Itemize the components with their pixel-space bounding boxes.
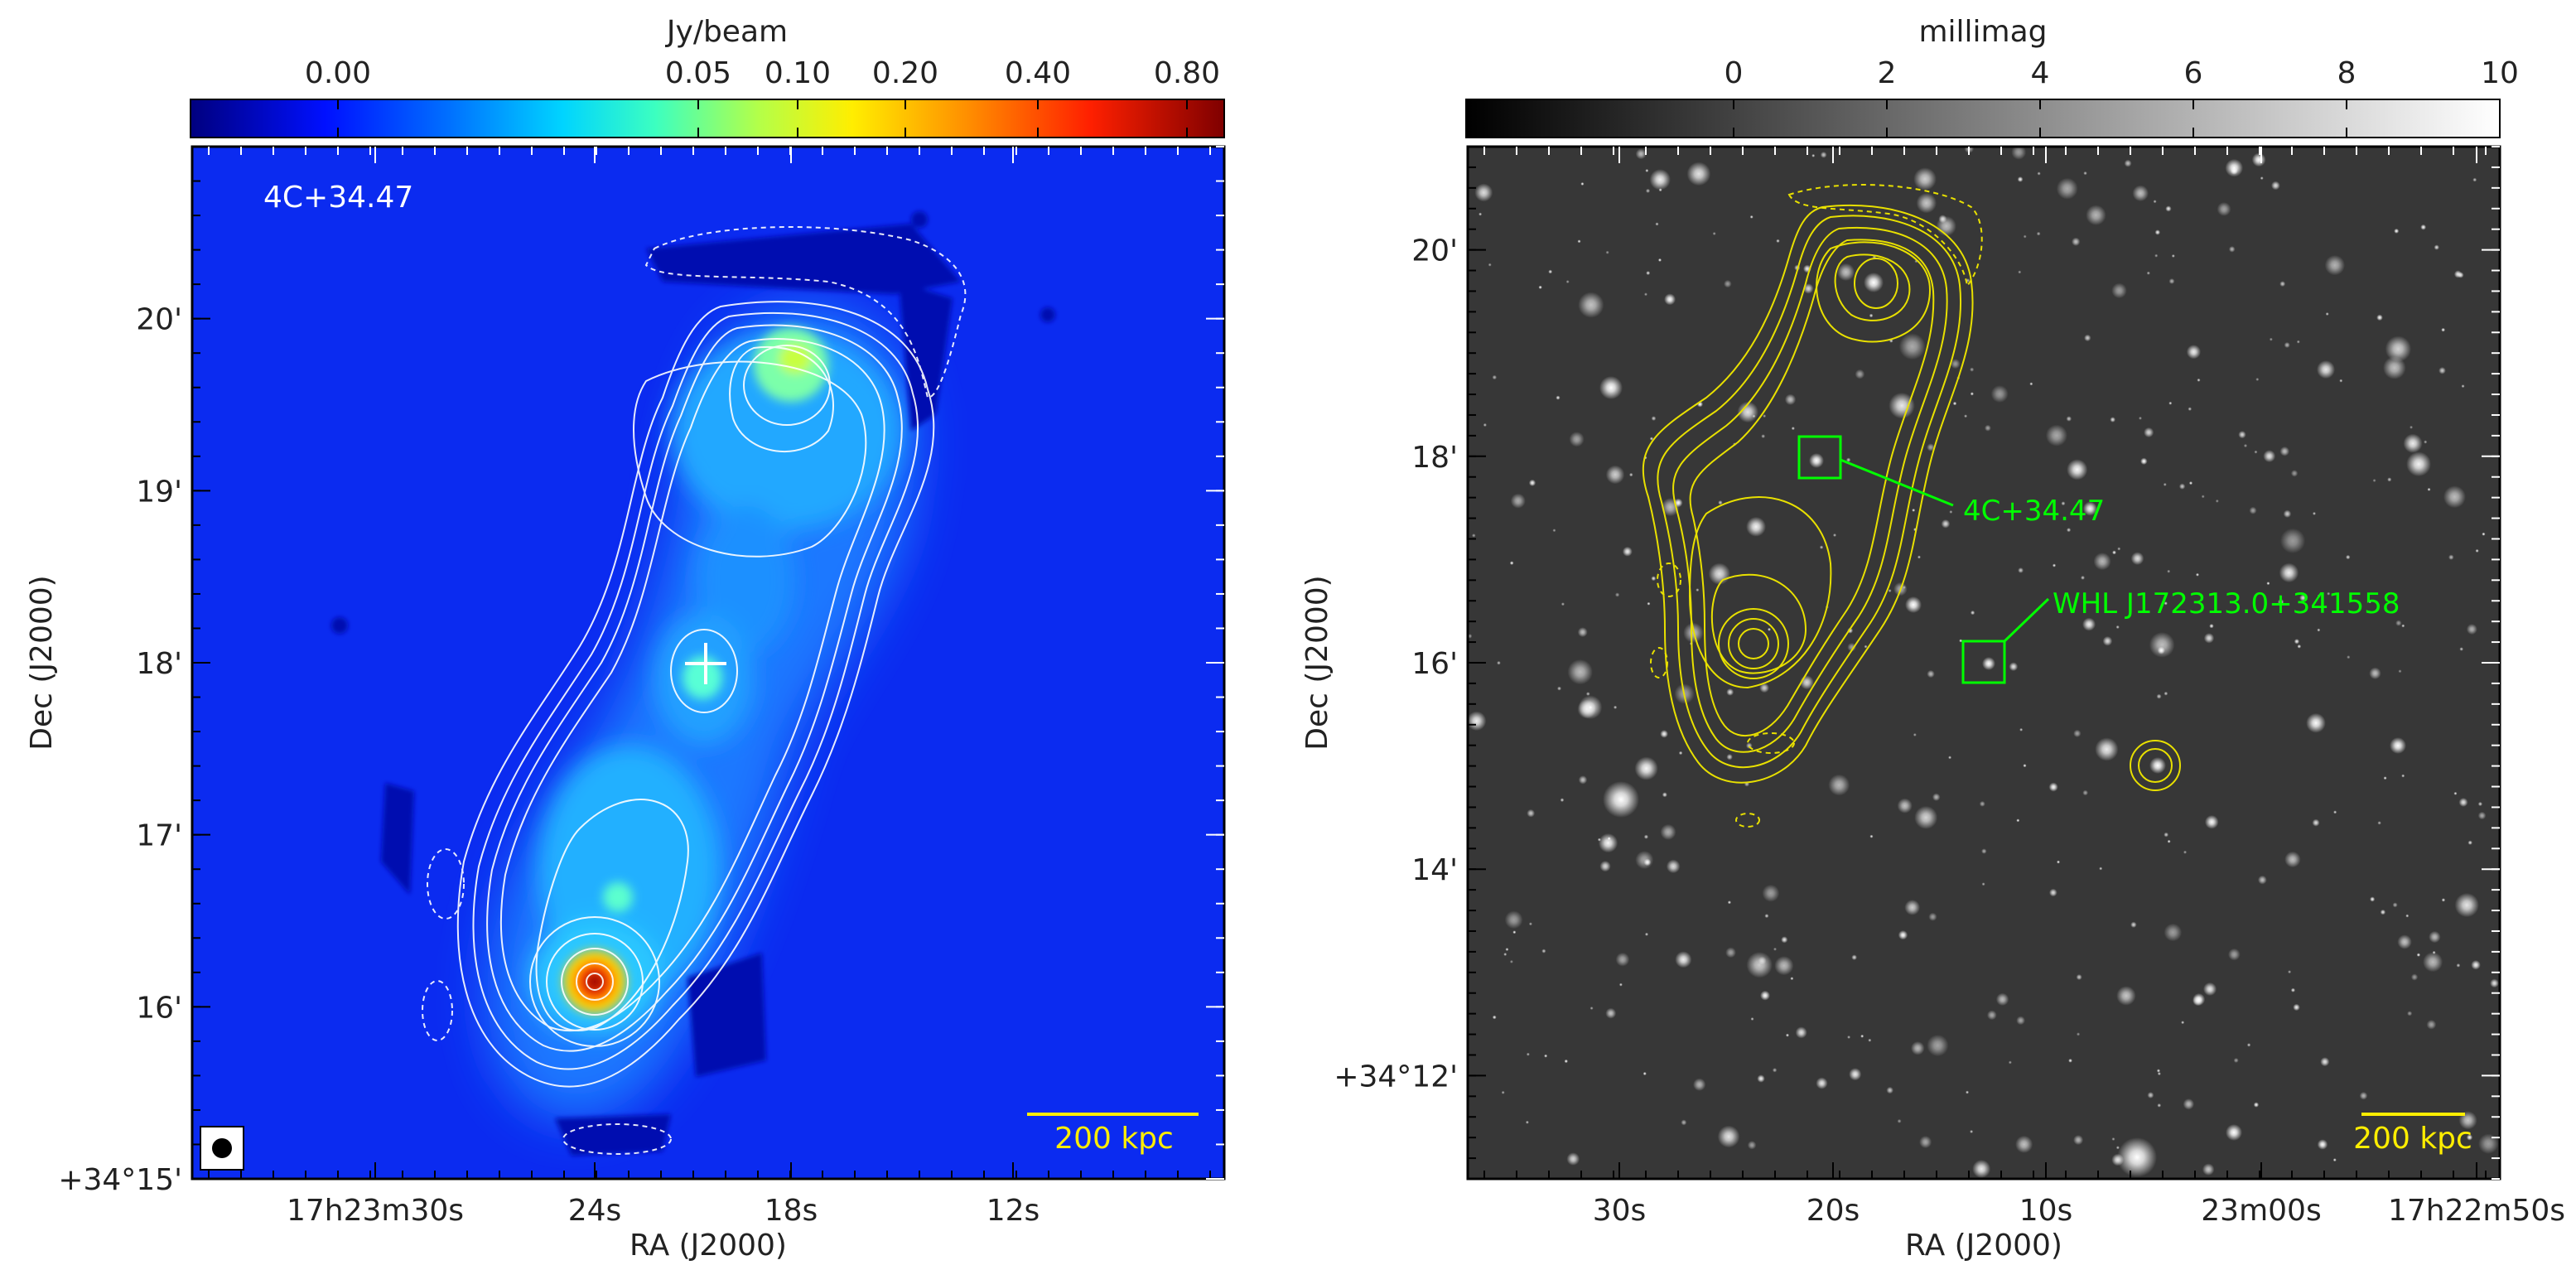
core-marker	[685, 643, 726, 684]
colorbar-tick-label: 0	[1725, 56, 1744, 90]
y-tick-label: +34°12'	[1334, 1060, 1458, 1094]
source-name: 4C+34.47	[263, 181, 413, 215]
colorbar	[190, 99, 1225, 138]
colorbar-tick-label: 0.40	[1005, 56, 1071, 90]
y-axis-label: Dec (J2000)	[1300, 575, 1334, 750]
colorbar-tick-label: 0.10	[765, 56, 831, 90]
radio-contours	[422, 226, 967, 1155]
colorbar-tick-label: 0.80	[1154, 56, 1220, 90]
x-tick-label: 23m00s	[2201, 1194, 2321, 1228]
x-tick-label: 17h22m50s	[2388, 1194, 2565, 1228]
x-axis-label: RA (J2000)	[630, 1229, 787, 1263]
axes: 17h23m30s 24s 18s 12s +34°15' 16' 17' 18' 19' 20'…	[25, 146, 1224, 1263]
left-panel: Jy/beam 0.00 0.05 0.10 0.20 0.40 0.80	[25, 15, 1226, 1263]
colorbar-tick-label: 0.05	[665, 56, 731, 90]
annotation-whl: WHL J172313.0+341558	[2053, 587, 2400, 620]
colorbar-tick-label: 6	[2184, 56, 2203, 90]
stars	[1468, 147, 2499, 1178]
optical-image: 4C+34.47 WHL J172313.0+341558 200 kpc	[1468, 147, 2500, 1179]
x-tick-label: 30s	[1593, 1194, 1647, 1228]
marker-whl	[1961, 640, 2006, 684]
x-tick-label: 10s	[2019, 1194, 2073, 1228]
colorbar-tick-label: 0.00	[305, 56, 371, 90]
y-axis-label: Dec (J2000)	[25, 575, 59, 750]
colorbar-tick-label: 4	[2031, 56, 2050, 90]
y-tick-label: 20'	[1411, 234, 1458, 268]
scalebar-label: 200 kpc	[1054, 1122, 1174, 1156]
y-tick-label: 20'	[136, 303, 182, 337]
x-tick-label: 18s	[765, 1194, 818, 1228]
y-tick-label: 18'	[1411, 441, 1458, 475]
x-tick-label: 24s	[568, 1194, 622, 1228]
colorbar-tick-label: 8	[2337, 56, 2357, 90]
y-tick-label: 19'	[136, 475, 182, 509]
scalebar-label: 200 kpc	[2353, 1122, 2472, 1156]
y-tick-label: 18'	[136, 647, 182, 681]
x-tick-label: 20s	[1807, 1194, 1860, 1228]
annotation-4c3447: 4C+34.47	[1963, 495, 2105, 528]
x-tick-label: 12s	[987, 1194, 1040, 1228]
marker-4c3447	[1797, 435, 1842, 480]
right-panel: millimag 0 2 4 6 8 10	[1300, 15, 2565, 1263]
y-tick-label: 17'	[136, 819, 182, 853]
colorbar-tick-label: 2	[1878, 56, 1897, 90]
colorbar	[1465, 99, 2501, 138]
colorbar-label: Jy/beam	[665, 15, 788, 49]
colorbar-ticks: 0 2 4 6 8 10	[1725, 56, 2519, 138]
y-tick-label: 16'	[136, 991, 182, 1025]
beam-ellipse	[212, 1138, 232, 1158]
axes: 30s 20s 10s 23m00s 17h22m50s +34°12' 14' 16' 18'…	[1300, 146, 2565, 1263]
x-axis-label: RA (J2000)	[1905, 1229, 2062, 1263]
y-tick-label: +34°15'	[58, 1163, 182, 1197]
colorbar-label: millimag	[1918, 15, 2047, 49]
colorbar-ticks: 0.00 0.05 0.10 0.20 0.40 0.80	[305, 56, 1220, 138]
x-tick-label: 17h23m30s	[287, 1194, 464, 1228]
galaxy-markers	[1797, 435, 2050, 684]
y-tick-label: 16'	[1411, 647, 1458, 681]
y-tick-label: 14'	[1411, 853, 1458, 887]
colorbar-tick-label: 10	[2481, 56, 2519, 90]
radio-contours	[1642, 184, 2181, 828]
radio-image: 200 kpc 4C+34.47	[192, 147, 1224, 1179]
colorbar-tick-label: 0.20	[872, 56, 938, 90]
